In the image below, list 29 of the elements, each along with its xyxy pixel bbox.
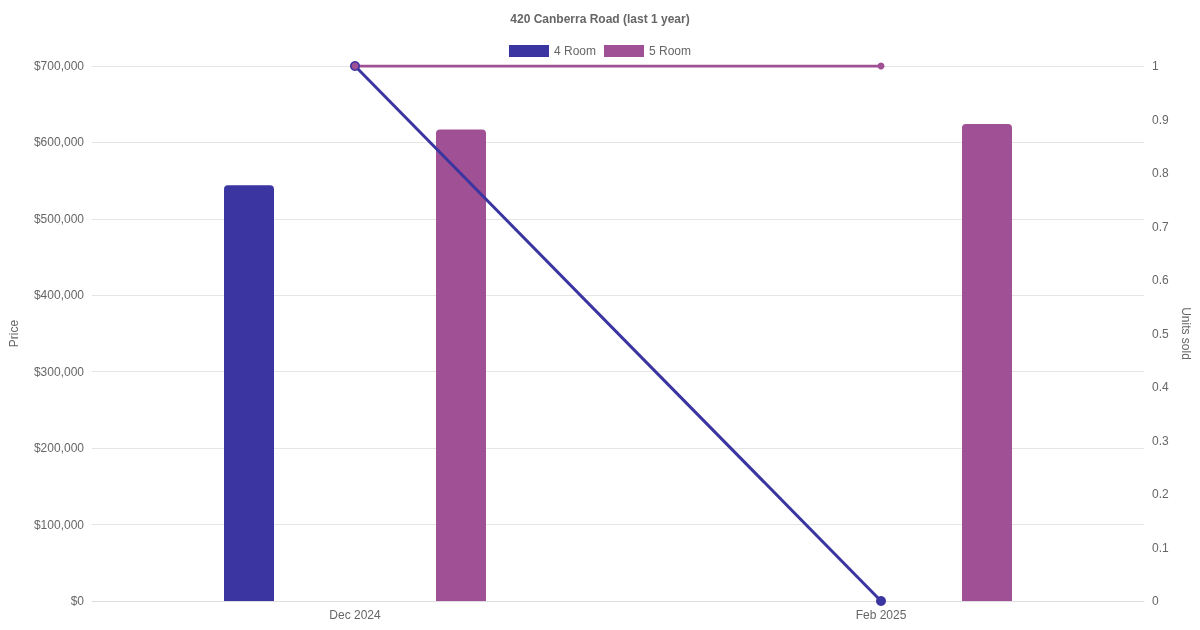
bar bbox=[224, 185, 274, 601]
y-tick-label: $100,000 bbox=[33, 517, 85, 532]
y-axis-title: Price bbox=[7, 319, 21, 348]
y2-axis-title: Units sold bbox=[1179, 307, 1193, 360]
legend-label: 4 Room bbox=[553, 44, 597, 58]
y-tick-label: $300,000 bbox=[33, 364, 85, 379]
y2-tick-label: 0.9 bbox=[1152, 112, 1170, 127]
x-tick-label: Dec 2024 bbox=[329, 608, 382, 622]
bar bbox=[436, 129, 486, 601]
y2-tick-label: 0.2 bbox=[1152, 487, 1170, 501]
y2-tick-label: 1 bbox=[1152, 59, 1159, 73]
y-tick-label: $400,000 bbox=[33, 288, 85, 303]
y2-tick-label: 0.6 bbox=[1152, 273, 1170, 287]
y-tick-label: $200,000 bbox=[33, 441, 85, 456]
y2-tick-label: 0.5 bbox=[1152, 326, 1170, 341]
y2-tick-label: 0.4 bbox=[1152, 380, 1170, 394]
y2-tick-label: 0.8 bbox=[1152, 166, 1170, 180]
x-tick-label: Feb 2025 bbox=[855, 608, 907, 622]
y-tick-label: $0 bbox=[70, 594, 85, 608]
y2-tick-label: 0 bbox=[1152, 594, 1159, 608]
y-tick-label: $700,000 bbox=[33, 59, 85, 73]
y2-tick-label: 0.7 bbox=[1152, 219, 1170, 234]
y2-tick-label: 0.3 bbox=[1152, 433, 1170, 448]
y-tick-label: $500,000 bbox=[33, 211, 85, 226]
y2-tick-label: 0.1 bbox=[1152, 540, 1170, 555]
chart-title: 420 Canberra Road (last 1 year) bbox=[510, 12, 690, 26]
legend-label: 5 Room bbox=[649, 44, 692, 58]
bar bbox=[962, 124, 1012, 601]
y-tick-label: $600,000 bbox=[33, 135, 85, 150]
